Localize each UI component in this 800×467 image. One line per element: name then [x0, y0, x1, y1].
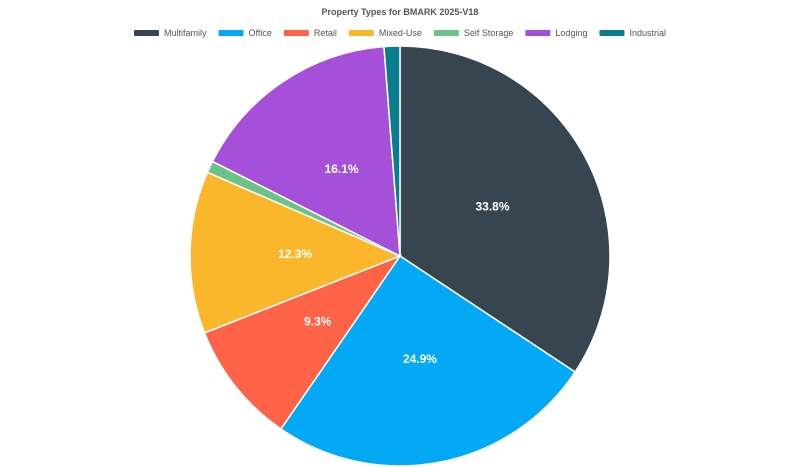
- legend-swatch: [134, 30, 160, 36]
- legend-swatch: [348, 30, 374, 36]
- slice-label-multifamily: 33.8%: [475, 199, 509, 213]
- legend-label: Industrial: [629, 28, 666, 38]
- slice-labels: 33.8% 24.9% 9.3% 12.3% 16.1%: [278, 162, 510, 366]
- legend-swatch: [218, 30, 244, 36]
- legend-item-industrial[interactable]: Industrial: [599, 28, 666, 38]
- legend-label: Self Storage: [464, 28, 514, 38]
- legend-label: Retail: [314, 28, 337, 38]
- legend-item-office[interactable]: Office: [218, 28, 272, 38]
- legend-label: Office: [249, 28, 272, 38]
- legend-swatch: [599, 30, 625, 36]
- legend-label: Mixed-Use: [379, 28, 422, 38]
- legend-item-mixed-use[interactable]: Mixed-Use: [348, 28, 422, 38]
- legend-item-multifamily[interactable]: Multifamily: [134, 28, 207, 38]
- legend-swatch: [283, 30, 309, 36]
- slice-industrial[interactable]: [383, 45, 401, 257]
- legend-label: Multifamily: [164, 28, 207, 38]
- slice-retail[interactable]: [203, 254, 403, 431]
- legend-item-lodging[interactable]: Lodging: [525, 28, 587, 38]
- chart-title: Property Types for BMARK 2025-V18: [322, 7, 479, 17]
- legend: Multifamily Office Retail Mixed-Use Self Sto…: [134, 28, 666, 38]
- slice-lodging[interactable]: [211, 45, 401, 258]
- pie-slices: [189, 45, 611, 467]
- legend-swatch: [433, 30, 459, 36]
- slice-mixed-use[interactable]: [189, 171, 402, 334]
- slice-label-lodging: 16.1%: [325, 162, 359, 176]
- slice-label-mixed-use: 12.3%: [278, 247, 312, 261]
- slice-label-office: 24.9%: [403, 352, 437, 366]
- legend-item-self-storage[interactable]: Self Storage: [433, 28, 514, 38]
- slice-office[interactable]: [279, 254, 577, 467]
- legend-label: Lodging: [555, 28, 587, 38]
- slice-label-retail: 9.3%: [304, 314, 332, 328]
- legend-item-retail[interactable]: Retail: [283, 28, 337, 38]
- legend-swatch: [525, 30, 551, 36]
